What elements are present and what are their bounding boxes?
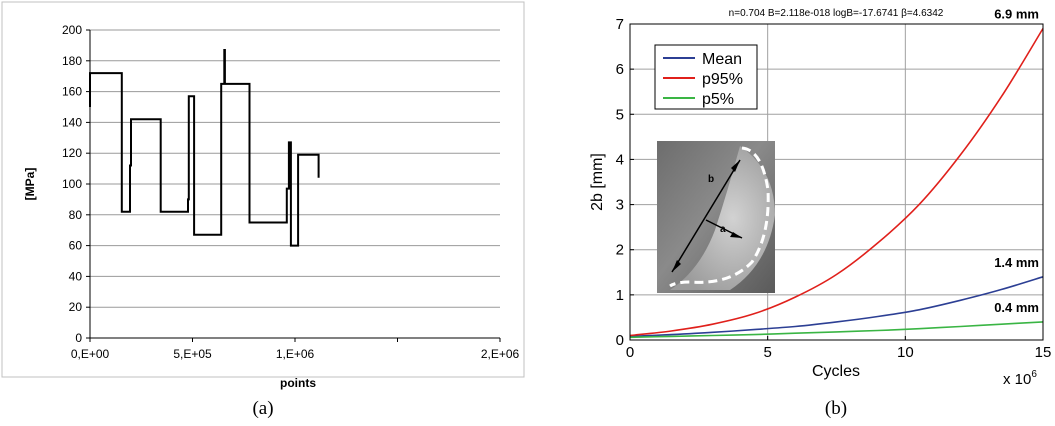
chart-b: n=0.704 B=2.118e-018 logB=-17.6741 β=4.6… <box>589 7 1051 388</box>
chart-a-y-tick-label: 180 <box>62 54 82 68</box>
chart-b-ylabel: 2b [mm] <box>589 153 606 211</box>
chart-b-curves <box>629 28 1044 339</box>
chart-a-x-tick-label: 0,E+00 <box>71 347 110 361</box>
chart-a-ylabel: [MPa] <box>23 168 37 201</box>
chart-b-series-mean <box>629 276 1044 338</box>
chart-a-x-ticks: 0,E+00 5,E+05 1,E+06 2,E+06 <box>71 338 520 361</box>
chart-b-y-tick-label: 5 <box>616 106 624 123</box>
chart-b-series-p95 <box>629 28 1044 337</box>
chart-a-series-line <box>89 49 320 247</box>
chart-a-y-tick-label: 120 <box>62 146 82 160</box>
chart-b-y-ticks: 0 1 2 3 4 5 6 7 <box>616 16 634 349</box>
chart-b-y-tick-label: 3 <box>616 197 624 214</box>
chart-a-x-tick-label: 1,E+06 <box>276 347 315 361</box>
chart-a-y-tick-label: 40 <box>69 269 83 283</box>
chart-a-y-tick-label: 0 <box>75 331 82 345</box>
chart-b-y-tick-label: 7 <box>616 16 624 33</box>
chart-b-y-tick-label: 0 <box>616 332 624 349</box>
caption-b: (b) <box>825 398 847 419</box>
fracture-surface-photo: b a <box>657 141 775 293</box>
legend-label-mean: Mean <box>702 51 742 68</box>
chart-b-legend: Mean p95% p5% <box>654 44 758 110</box>
chart-b-x-tick-label: 0 <box>626 344 634 361</box>
chart-a-xlabel: points <box>280 376 316 390</box>
chart-a-x-tick-label: 5,E+05 <box>173 347 212 361</box>
inset-fracture-surface <box>670 146 775 290</box>
chart-b-series-p5 <box>629 321 1044 339</box>
chart-b-annotations: 6.9 mm 1.4 mm 0.4 mm <box>994 7 1039 315</box>
chart-b-x-tick-label: 15 <box>1035 344 1052 361</box>
inset-crack-front <box>669 146 770 288</box>
chart-a-y-tick-label: 140 <box>62 115 82 129</box>
chart-a-y-tick-label: 200 <box>62 23 82 37</box>
inset-label-a: a <box>720 224 726 235</box>
chart-a: 0 20 40 60 80 100 120 140 160 180 200 0,E+00 5,E+05… <box>1 1 525 390</box>
chart-b-y-tick-label: 4 <box>616 151 624 168</box>
chart-a-y-tick-label: 20 <box>69 300 83 314</box>
chart-b-xlabel: Cycles <box>812 363 860 380</box>
chart-b-annotation: 0.4 mm <box>994 300 1039 315</box>
chart-b-x-ticks: 0 5 10 15 <box>626 336 1052 361</box>
chart-b-x-tick-label: 10 <box>897 344 914 361</box>
chart-a-y-tick-label: 80 <box>69 208 83 222</box>
chart-a-frame <box>1 1 525 378</box>
chart-b-y-tick-label: 6 <box>616 61 624 78</box>
chart-b-title: n=0.704 B=2.118e-018 logB=-17.6741 β=4.6… <box>729 8 944 19</box>
chart-a-grid <box>90 29 500 308</box>
inset-arrow-b <box>671 159 741 273</box>
chart-a-y-tick-label: 160 <box>62 85 82 99</box>
chart-b-axes-box <box>629 23 1044 341</box>
chart-b-y-tick-label: 1 <box>616 287 624 304</box>
legend-label-p5: p5% <box>702 91 734 108</box>
caption-a: (a) <box>252 398 273 419</box>
chart-b-y-tick-label: 2 <box>616 242 624 259</box>
inset-arrowhead-b1 <box>731 160 740 172</box>
chart-b-x-tick-label: 5 <box>763 344 771 361</box>
chart-b-annotation: 6.9 mm <box>994 7 1039 22</box>
chart-b-x-multiplier: x 106 <box>1003 369 1037 388</box>
inset-label-b: b <box>708 174 714 185</box>
chart-a-y-tick-label: 60 <box>69 239 83 253</box>
chart-a-y-ticks: 0 20 40 60 80 100 120 140 160 180 200 <box>62 23 90 345</box>
inset-arrowhead-a <box>730 232 742 238</box>
inset-arrowhead-b2 <box>672 260 681 272</box>
chart-b-x-multiplier-exp: 6 <box>1031 369 1037 380</box>
chart-a-x-tick-label: 2,E+06 <box>481 347 520 361</box>
chart-b-annotation: 1.4 mm <box>994 255 1039 270</box>
chart-a-y-tick-label: 100 <box>62 177 82 191</box>
chart-b-x-multiplier-base: x 10 <box>1003 371 1031 388</box>
legend-label-p95: p95% <box>702 71 743 88</box>
